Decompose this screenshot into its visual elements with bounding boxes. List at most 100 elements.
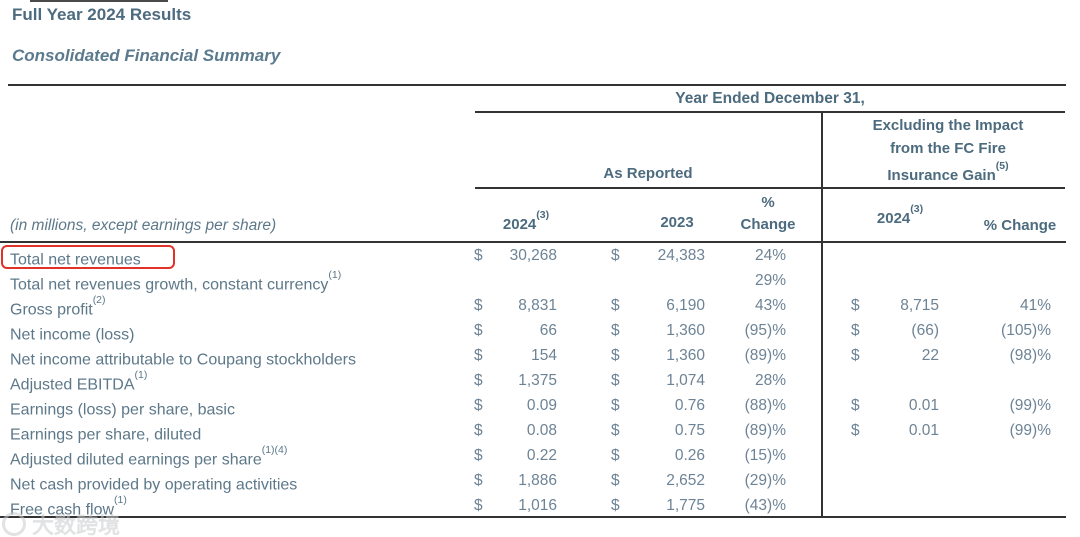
table-bottom-rule	[0, 516, 1066, 518]
value-2024: 0.22	[526, 447, 557, 464]
dollar-sign: $	[611, 322, 620, 339]
dollar-sign: $	[474, 497, 483, 514]
value-2024-excl: 22	[921, 347, 939, 364]
row-label: Net income attributable to Coupang stock…	[10, 351, 356, 369]
value-2024-excl: 0.01	[908, 397, 939, 414]
value-2023: 1,775	[666, 497, 705, 514]
col-header-pct-change: % Change	[740, 194, 796, 233]
group-right-line3: Insurance Gain(5)	[887, 160, 1009, 184]
watermark: 大数跨境	[2, 508, 120, 537]
dollar-sign: $	[474, 297, 483, 314]
row-label: Net income (loss)	[10, 326, 135, 344]
pct-change: (89)%	[744, 347, 786, 364]
cropped-top-fragment	[30, 0, 168, 2]
dollar-sign: $	[851, 422, 860, 439]
value-2023: 1,360	[666, 322, 705, 339]
dollar-sign: $	[474, 372, 483, 389]
table-row-eps-basic: Earnings (loss) per share, basic $ 0.09 …	[0, 393, 1080, 418]
value-2023: 0.76	[674, 397, 705, 414]
dollar-sign: $	[611, 447, 620, 464]
group-left-header: As Reported	[603, 165, 693, 182]
value-2024: 154	[531, 347, 557, 364]
dollar-sign: $	[851, 322, 860, 339]
dollar-sign: $	[611, 472, 620, 489]
value-2024: 8,831	[518, 297, 557, 314]
dollar-sign: $	[474, 472, 483, 489]
row-label: Free cash flow(1)	[10, 494, 127, 519]
pct-change-excl: (98)%	[1009, 347, 1051, 364]
value-2024: 0.08	[526, 422, 557, 439]
table-row-total-net-revenues: Total net revenues $ 30,268 $ 24,383 24%	[0, 243, 1080, 269]
table-row-operating-cash: Net cash provided by operating activitie…	[0, 468, 1080, 493]
group-right-line1: Excluding the Impact	[872, 117, 1024, 134]
value-2024: 1,886	[518, 472, 557, 489]
page-title: Full Year 2024 Results	[12, 5, 192, 24]
group-right-header: Excluding the Impact from the FC Fire In…	[830, 114, 1066, 187]
dollar-sign: $	[611, 422, 620, 439]
value-2024-excl: 0.01	[908, 422, 939, 439]
page-subtitle: Consolidated Financial Summary	[12, 46, 281, 65]
col-header-2024-excl: 2024(3)	[876, 203, 924, 227]
period-underline	[475, 111, 1065, 113]
value-2023: 24,383	[657, 247, 705, 264]
value-2024-excl: (66)	[911, 322, 939, 339]
table-row-eps-diluted: Earnings per share, diluted $ 0.08 $ 0.7…	[0, 418, 1080, 443]
column-group-divider	[821, 111, 823, 516]
table-caption: (in millions, except earnings per share)	[10, 217, 277, 234]
table-row-adjusted-ebitda: Adjusted EBITDA(1) $ 1,375 $ 1,074 28%	[0, 368, 1080, 393]
highlight-box	[1, 245, 175, 269]
pct-change: (43)%	[744, 497, 786, 514]
value-2023: 2,652	[666, 472, 705, 489]
col-header-pct-change-excl: % Change	[983, 217, 1057, 234]
col-header-2023: 2023	[660, 214, 694, 231]
table-row-revenue-growth: Total net revenues growth, constant curr…	[0, 268, 1080, 293]
table-row-adjusted-diluted-eps: Adjusted diluted earnings per share(1)(4…	[0, 443, 1080, 468]
row-label: Adjusted diluted earnings per share(1)(4…	[10, 444, 288, 469]
pct-change-excl: 41%	[1019, 297, 1051, 314]
table-row-gross-profit: Gross profit(2) $ 8,831 $ 6,190 43% $ 8,…	[0, 293, 1080, 318]
dollar-sign: $	[474, 397, 483, 414]
value-2024-excl: 8,715	[900, 297, 939, 314]
row-label: Total net revenues	[10, 251, 141, 269]
pct-change: (89)%	[744, 422, 786, 439]
row-label: Gross profit(2)	[10, 294, 106, 319]
table-row-free-cash-flow: Free cash flow(1) $ 1,016 $ 1,775 (43)%	[0, 493, 1080, 518]
dollar-sign: $	[611, 247, 620, 264]
period-header: Year Ended December 31,	[675, 90, 865, 107]
dollar-sign: $	[474, 347, 483, 364]
table-row-net-income: Net income (loss) $ 66 $ 1,360 (95)% $ (…	[0, 318, 1080, 343]
pct-change: 43%	[754, 297, 786, 314]
group-underline	[475, 187, 1065, 189]
value-2023: 1,360	[666, 347, 705, 364]
col-header-2024: 2024(3)	[502, 209, 550, 233]
row-label: Net cash provided by operating activitie…	[10, 476, 298, 494]
pct-change: (15)%	[744, 447, 786, 464]
value-2023: 6,190	[666, 297, 705, 314]
dollar-sign: $	[851, 297, 860, 314]
row-label: Earnings (loss) per share, basic	[10, 401, 235, 419]
value-2024: 1,375	[518, 372, 557, 389]
value-2023: 0.26	[674, 447, 705, 464]
pct-change-excl: (105)%	[1001, 322, 1051, 339]
dollar-sign: $	[474, 447, 483, 464]
watermark-logo-icon	[2, 512, 26, 536]
pct-change: 29%	[754, 272, 786, 289]
header-underline	[0, 241, 1066, 243]
watermark-text: 大数跨境	[32, 513, 121, 537]
pct-change-excl: (99)%	[1009, 397, 1051, 414]
pct-change: (88)%	[744, 397, 786, 414]
dollar-sign: $	[474, 247, 483, 264]
dollar-sign: $	[611, 297, 620, 314]
table-row-net-income-attributable: Net income attributable to Coupang stock…	[0, 343, 1080, 368]
dollar-sign: $	[851, 347, 860, 364]
value-2024: 0.09	[526, 397, 557, 414]
dollar-sign: $	[474, 322, 483, 339]
value-2023: 0.75	[674, 422, 705, 439]
dollar-sign: $	[611, 397, 620, 414]
dollar-sign: $	[474, 422, 483, 439]
dollar-sign: $	[851, 397, 860, 414]
pct-change: 24%	[754, 247, 786, 264]
dollar-sign: $	[611, 347, 620, 364]
value-2024: 30,268	[509, 247, 557, 264]
